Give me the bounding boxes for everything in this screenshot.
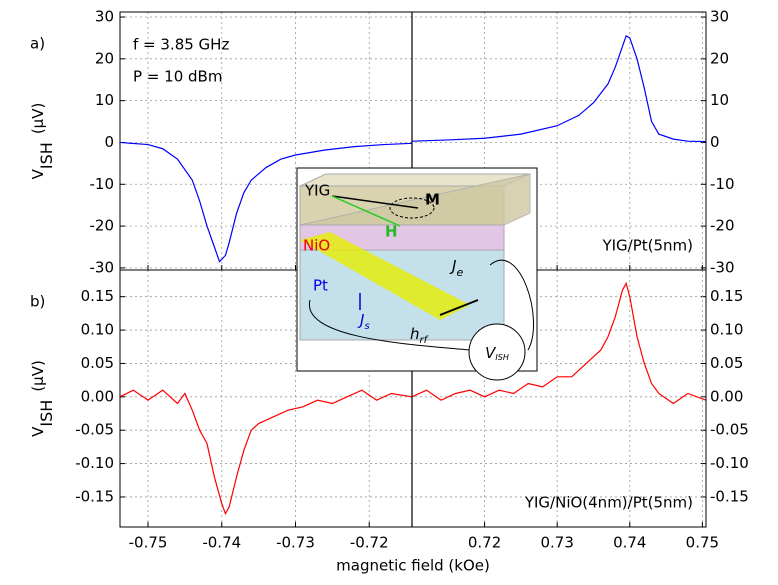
x-tick-label: -0.73: [276, 534, 315, 552]
y-tick-label-right: -0.15: [710, 487, 749, 505]
x-tick-label: 0.72: [468, 534, 501, 552]
voltmeter: [468, 323, 526, 381]
y-tick-label-right: 0.00: [710, 387, 743, 405]
annotation: f = 3.85 GHz: [133, 36, 229, 54]
y-axis-label-unit: (μV): [29, 103, 47, 135]
x-tick-label: 0.74: [613, 534, 646, 552]
inset-label: M: [425, 191, 440, 209]
inset-label: Js: [357, 311, 370, 332]
y-tick-label-right: 0.15: [710, 287, 743, 305]
y-tick-label-right: -0.05: [710, 421, 749, 439]
inset-label-symbol: J: [449, 257, 456, 275]
y-axis-label-symbol: V: [29, 168, 47, 179]
inset-label-subscript: rf: [420, 335, 429, 346]
data-line: [411, 281, 707, 405]
y-tick-label: 0.15: [81, 287, 114, 305]
x-tick-label: 0.75: [686, 534, 719, 552]
y-tick-label: -20: [90, 217, 115, 235]
inset-label: Je: [449, 257, 463, 279]
y-axis-label-subscript: ISH: [37, 142, 56, 169]
y-axis-label: VISH (μV): [29, 103, 57, 180]
inset-label: Pt: [313, 277, 328, 295]
inset-label: hrf: [410, 325, 429, 346]
data-line: [119, 141, 413, 263]
y-tick-label: -10: [90, 175, 115, 193]
inset-label-subscript: ISH: [495, 353, 508, 362]
y-tick-label-right: -10: [710, 175, 735, 193]
y-axis-label-unit: (μV): [29, 360, 47, 392]
precession: [389, 197, 435, 219]
y-tick-label: 0.05: [81, 354, 114, 372]
y-tick-label: 0: [104, 133, 114, 151]
y-axis-label-symbol: V: [29, 426, 47, 437]
annotation: YIG/NiO(4nm)/Pt(5nm): [524, 494, 693, 512]
y-tick-label-right: 0.05: [710, 354, 743, 372]
circuit-wire: [309, 259, 535, 351]
annotation: YIG/Pt(5nm): [601, 237, 693, 255]
y-tick-label-right: 10: [710, 91, 729, 109]
y-tick-label: 0.10: [81, 321, 114, 339]
inset-label: YIG: [304, 182, 330, 200]
y-tick-label-right: 0.10: [710, 321, 743, 339]
y-tick-label-right: 0: [710, 133, 720, 151]
hrf-arrow: [439, 299, 479, 316]
inset-label: VISH: [485, 344, 509, 363]
x-tick-label: -0.75: [129, 534, 168, 552]
y-tick-label-right: -20: [710, 217, 735, 235]
y-tick-label: -0.15: [75, 487, 114, 505]
y-tick-label-right: -30: [710, 258, 735, 276]
panel-label: a): [30, 35, 45, 53]
data-line: [411, 34, 707, 143]
y-tick-label: 0.00: [81, 387, 114, 405]
inset-label: H: [385, 223, 398, 241]
x-axis-label: magnetic field (kOe): [336, 557, 490, 575]
inset-label: NiO: [303, 237, 330, 255]
inset-label-subscript: s: [364, 321, 369, 332]
h-arrow: [331, 195, 401, 227]
stripline: [300, 232, 470, 320]
data-line: [119, 389, 413, 516]
y-axis-label: VISH (μV): [29, 360, 57, 437]
inset-label-symbol: J: [357, 311, 364, 329]
y-axis-label-subscript: ISH: [37, 400, 56, 427]
x-tick-label: 0.73: [540, 534, 573, 552]
y-tick-label: -0.10: [75, 454, 114, 472]
inset-label-subscript: e: [456, 266, 463, 279]
m-arrow: [331, 195, 419, 209]
y-tick-label: -0.05: [75, 421, 114, 439]
x-tick-label: -0.74: [202, 534, 241, 552]
y-tick-label: 10: [95, 91, 114, 109]
y-tick-label: 30: [95, 8, 114, 26]
y-tick-label-right: 30: [710, 8, 729, 26]
inset-label-symbol: h: [410, 325, 420, 343]
y-tick-label-right: 20: [710, 49, 729, 67]
annotation: P = 10 dBm: [133, 68, 222, 86]
x-tick-label: -0.72: [350, 534, 389, 552]
y-tick-label-right: -0.10: [710, 454, 749, 472]
panel-label: b): [30, 293, 45, 311]
y-tick-label: 20: [95, 49, 114, 67]
y-tick-label: -30: [90, 258, 115, 276]
inset-label-symbol: V: [485, 344, 497, 362]
